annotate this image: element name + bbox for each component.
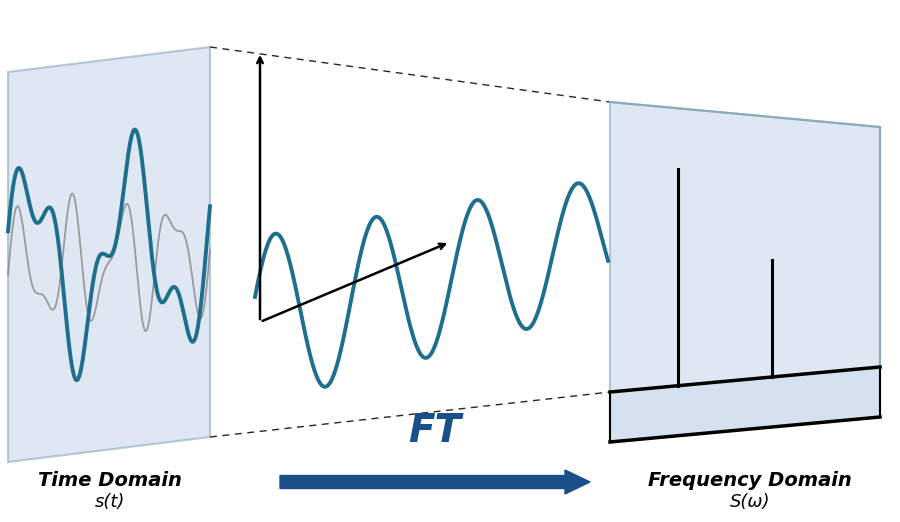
Text: S(ω): S(ω) (730, 493, 770, 511)
FancyArrow shape (280, 470, 590, 494)
Text: s(t): s(t) (94, 493, 125, 511)
Polygon shape (8, 47, 210, 462)
Text: FT: FT (409, 412, 462, 450)
Text: Time Domain: Time Domain (38, 470, 182, 490)
Text: Frequency Domain: Frequency Domain (648, 470, 852, 490)
Polygon shape (610, 367, 880, 442)
Polygon shape (610, 102, 880, 392)
